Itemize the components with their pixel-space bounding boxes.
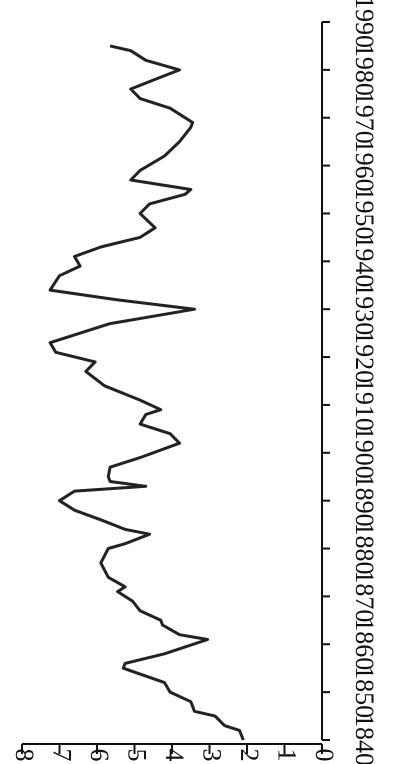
x-tick-label: 1840 (350, 714, 379, 764)
x-tick-label: 1870 (350, 570, 379, 622)
y-tick-label: 7 (48, 749, 77, 762)
y-tick-label: 5 (123, 749, 152, 762)
x-tick-label: 1950 (350, 187, 379, 239)
data-line (48, 44, 245, 741)
x-tick-label: 1850 (350, 666, 379, 718)
y-tick-label: 2 (235, 749, 264, 762)
y-tick-label: 0 (310, 749, 339, 762)
x-tick-label: 1930 (350, 283, 379, 335)
y-tick-label: 1 (273, 749, 302, 762)
y-tick-label: 3 (198, 749, 227, 762)
x-tick-label: 1900 (350, 427, 379, 479)
x-tick-label: 1990 (350, 0, 379, 48)
x-tick-label: 1940 (350, 235, 379, 287)
y-tick-label: 6 (85, 749, 114, 762)
y-tick-label: 8 (10, 749, 39, 762)
x-tick-label: 1970 (350, 92, 379, 144)
x-tick-label: 1860 (350, 618, 379, 670)
x-tick-label: 1880 (350, 523, 379, 575)
x-tick-label: 1960 (350, 140, 379, 192)
y-tick-label: 4 (160, 749, 189, 762)
x-tick-label: 1980 (350, 44, 379, 96)
x-tick-label: 1890 (350, 475, 379, 527)
x-tick-label: 1910 (350, 379, 379, 431)
x-tick-label: 1920 (350, 331, 379, 383)
